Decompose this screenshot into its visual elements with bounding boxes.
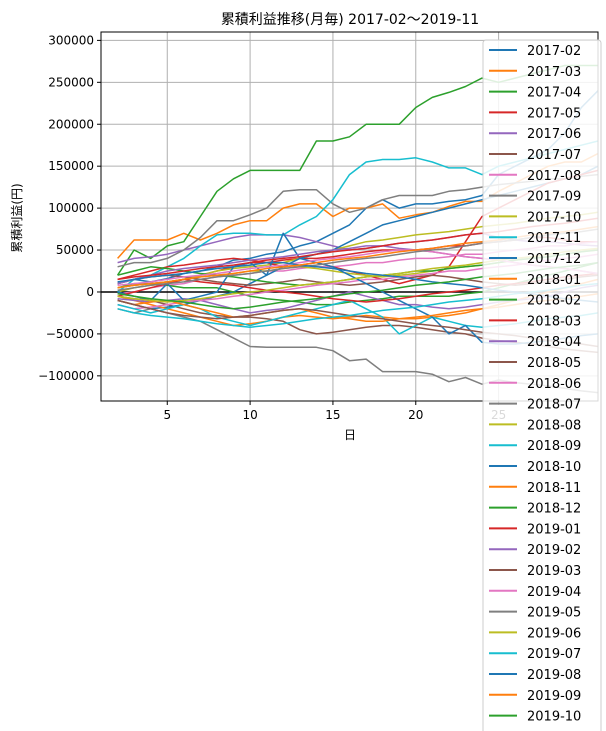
legend-label-2017-12: 2017-12 [527,252,581,267]
legend-label-2019-01: 2019-01 [527,522,581,537]
y-tick-label: −100000 [38,369,94,383]
y-axis-label: 累積利益(円) [9,183,24,252]
legend-label-2019-09: 2019-09 [527,689,581,704]
y-tick-label: 250000 [48,75,94,89]
y-tick-label: 100000 [48,201,94,215]
legend-label-2018-04: 2018-04 [527,335,581,350]
x-tick-label: 10 [242,408,257,422]
x-axis-ticks: 510152025 [163,401,506,422]
legend-label-2018-06: 2018-06 [527,377,581,392]
legend-label-2019-03: 2019-03 [527,564,581,579]
legend-label-2019-10: 2019-10 [527,710,581,725]
legend-label-2019-05: 2019-05 [527,606,581,621]
x-tick-label: 15 [325,408,340,422]
legend-label-2017-09: 2017-09 [527,190,581,205]
legend-label-2019-02: 2019-02 [527,543,581,558]
legend-label-2019-07: 2019-07 [527,647,581,662]
legend-label-2018-03: 2018-03 [527,314,581,329]
legend-label-2018-07: 2018-07 [527,398,581,413]
legend-label-2018-12: 2018-12 [527,502,581,517]
legend-label-2018-05: 2018-05 [527,356,581,371]
y-tick-label: −50000 [46,327,94,341]
legend-label-2017-10: 2017-10 [527,210,581,225]
legend-label-2017-02: 2017-02 [527,44,581,59]
legend-label-2017-05: 2017-05 [527,106,581,121]
legend-label-2018-10: 2018-10 [527,460,581,475]
legend-box [482,39,602,731]
y-axis-ticks: −100000 −50000 0 50000 100000 150000 200000 250… [38,33,101,383]
legend-label-2019-06: 2019-06 [527,626,581,641]
legend-label-2018-11: 2018-11 [527,481,581,496]
legend-label-2017-07: 2017-07 [527,148,581,163]
legend-label-2018-08: 2018-08 [527,418,581,433]
y-tick-label: 50000 [56,243,94,257]
y-tick-label: 0 [86,285,94,299]
legend-label-2018-09: 2018-09 [527,439,581,454]
legend-label-2017-03: 2017-03 [527,65,581,80]
legend-label-2017-11: 2017-11 [527,231,581,246]
x-tick-label: 20 [408,408,423,422]
legend-label-2018-01: 2018-01 [527,273,581,288]
y-tick-label: 200000 [48,117,94,131]
legend-label-2017-08: 2017-08 [527,169,581,184]
y-tick-label: 300000 [48,33,94,47]
chart-title: 累積利益推移(月毎) 2017-02〜2019-11 [221,12,479,28]
legend-label-2018-02: 2018-02 [527,294,581,309]
y-tick-label: 150000 [48,159,94,173]
legend-label-2017-06: 2017-06 [527,127,581,142]
legend-label-2019-04: 2019-04 [527,585,581,600]
legend: 2017-02 2017-03 2017-04 2017-05 2017-06 2017-… [482,39,602,731]
x-axis-label: 日 [344,428,356,442]
x-tick-label: 5 [163,408,171,422]
legend-label-2019-08: 2019-08 [527,668,581,683]
legend-label-2017-04: 2017-04 [527,86,581,101]
